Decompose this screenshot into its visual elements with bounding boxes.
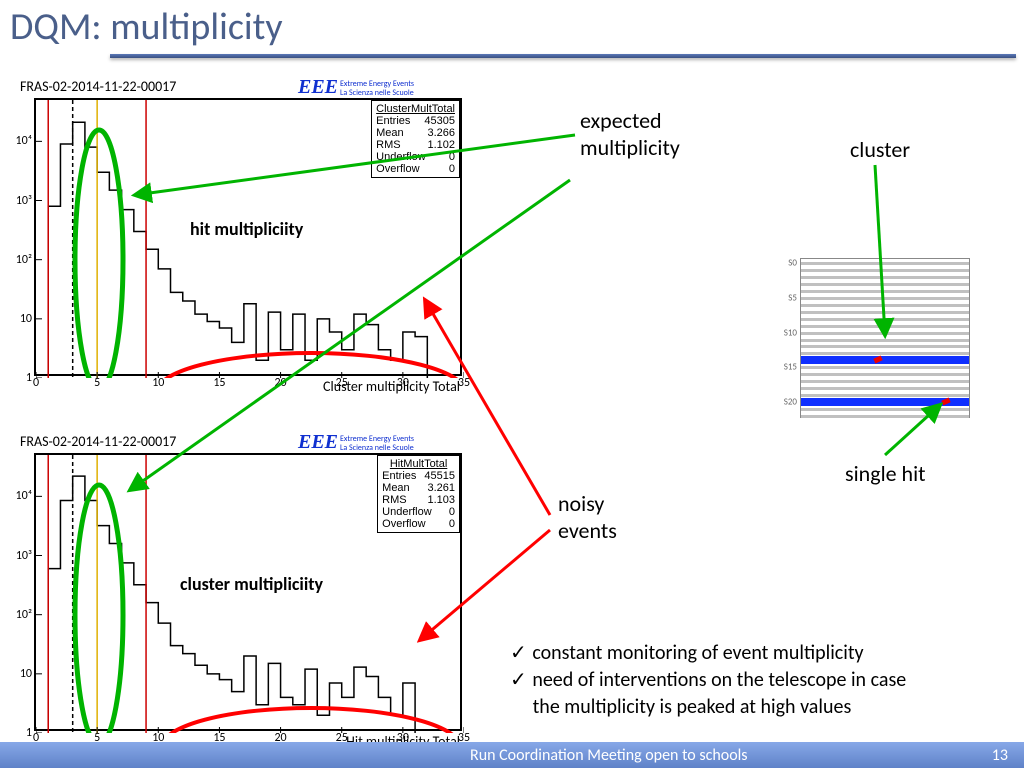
eee-logo-sub1b: La Scienza nelle Scuole [340, 89, 414, 97]
chart-2-label: cluster multipliciity [180, 573, 323, 595]
annot-singlehit: single hit [845, 460, 926, 487]
strip-detector: S0S5S10S15S20 [800, 258, 970, 418]
chart-run-label-2: FRAS-02-2014-11-22-00017 [20, 433, 176, 450]
chart-run-label-1: FRAS-02-2014-11-22-00017 [20, 78, 176, 95]
footer-text: Run Coordination Meeting open to schools [470, 746, 748, 765]
annot-noisy: noisy events [558, 490, 617, 544]
page-title: DQM: multiplicity [0, 0, 1024, 54]
eee-logo-2: EEE [298, 431, 338, 454]
eee-logo-sub1a: Extreme Energy Events [340, 80, 414, 88]
chart-1-label: hit multipliciity [190, 218, 303, 240]
eee-logo-sub2a: Extreme Energy Events [340, 435, 414, 443]
eee-logo-sub2b: La Scienza nelle Scuole [340, 444, 414, 452]
title-rule [110, 54, 1016, 58]
bullet-list: ✓ constant monitoring of event multiplic… [510, 640, 906, 721]
page-number: 13 [992, 746, 1008, 765]
chart-1-xlabel: Cluster multiplicity Total [280, 378, 460, 395]
footer: Run Coordination Meeting open to schools… [0, 742, 1024, 768]
eee-logo-1: EEE [298, 76, 338, 99]
annot-cluster: cluster [850, 136, 910, 163]
annot-expected: expected multiplicity [580, 107, 680, 161]
